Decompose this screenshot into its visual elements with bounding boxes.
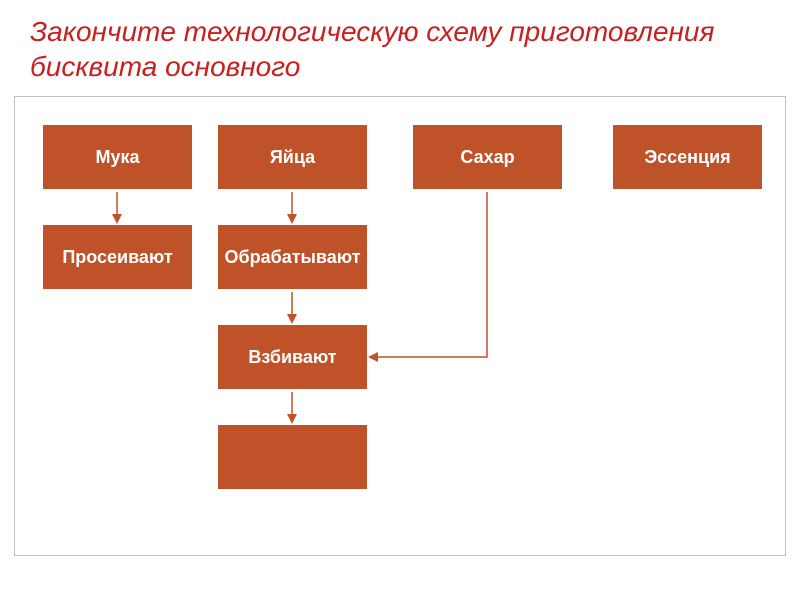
node-whip: Взбивают — [215, 322, 370, 392]
node-process: Обрабатывают — [215, 222, 370, 292]
node-sugar: Сахар — [410, 122, 565, 192]
node-essence: Эссенция — [610, 122, 765, 192]
node-sift: Просеивают — [40, 222, 195, 292]
slide: Закончите технологическую схему приготов… — [0, 0, 800, 600]
node-flour: Мука — [40, 122, 195, 192]
node-empty — [215, 422, 370, 492]
slide-title: Закончите технологическую схему приготов… — [30, 14, 730, 84]
node-eggs: Яйца — [215, 122, 370, 192]
